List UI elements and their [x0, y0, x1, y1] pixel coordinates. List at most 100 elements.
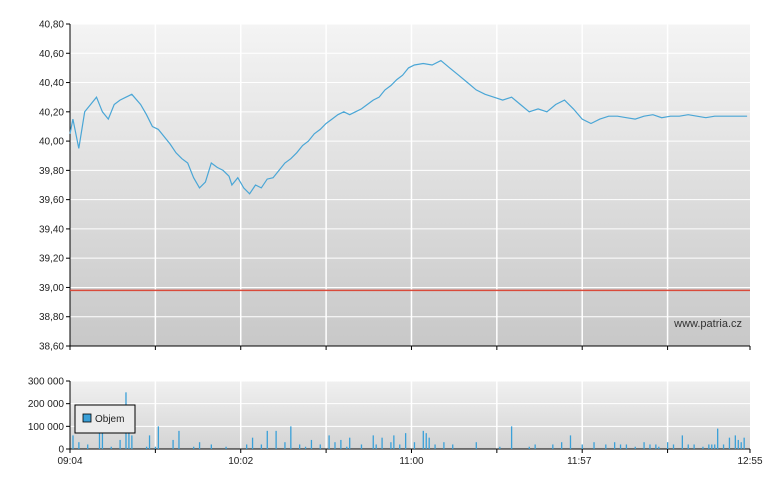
price-y-tick-label: 39,80	[39, 166, 64, 177]
volume-bar	[284, 442, 286, 449]
volume-bar	[734, 435, 736, 449]
volume-bar	[145, 446, 148, 449]
volume-bar	[119, 439, 121, 449]
volume-y-tick-label: 0	[58, 445, 64, 456]
volume-bar	[148, 435, 151, 449]
price-y-tick-label: 40,20	[39, 107, 64, 118]
x-tick-label: 11:57	[567, 456, 592, 467]
volume-bar	[198, 442, 201, 449]
volume-bar	[131, 435, 133, 449]
volume-bar	[360, 444, 363, 449]
volume-bar	[649, 444, 651, 449]
volume-bar	[619, 444, 622, 449]
volume-bar	[346, 446, 348, 449]
volume-bar	[413, 442, 416, 449]
volume-bar	[422, 430, 424, 449]
volume-bar	[87, 444, 89, 449]
volume-y-tick-label: 100 000	[28, 422, 65, 433]
volume-bar	[375, 444, 377, 449]
legend: Objem	[74, 404, 136, 434]
volume-bar	[290, 426, 292, 449]
price-panel	[70, 24, 750, 346]
volume-bar	[349, 437, 351, 449]
price-grid	[70, 23, 750, 347]
volume-bar	[172, 439, 174, 449]
volume-bar	[708, 444, 710, 449]
volume-bar	[655, 444, 657, 449]
volume-y-tick-label: 300 000	[28, 377, 65, 388]
volume-bar	[702, 446, 704, 449]
volume-bar	[225, 446, 227, 449]
volume-bar	[740, 442, 742, 449]
volume-bar	[499, 446, 501, 449]
volume-bar	[193, 446, 195, 449]
volume-bar	[390, 442, 392, 449]
volume-bar	[319, 444, 321, 449]
volume-bar	[722, 444, 725, 449]
price-y-tick-label: 40,60	[39, 49, 64, 60]
price-y-tick-label: 39,60	[39, 195, 64, 206]
volume-bar	[737, 439, 739, 449]
volume-bar	[425, 433, 427, 449]
volume-y-tick-label: 200 000	[28, 399, 65, 410]
volume-bar	[510, 426, 513, 449]
price-y-tick-label: 39,20	[39, 254, 64, 265]
volume-bar	[72, 435, 74, 449]
volume-bar	[672, 444, 675, 449]
volume-bar	[304, 446, 307, 449]
price-y-tick-label: 40,80	[39, 20, 64, 31]
volume-bar	[434, 444, 436, 449]
volume-bar	[110, 446, 112, 449]
volume-bar	[154, 446, 157, 449]
volume-bar	[260, 444, 263, 449]
watermark: www.patria.cz	[673, 318, 742, 330]
volume-bar	[714, 444, 716, 449]
volume-bar	[328, 435, 330, 449]
time-x-axis: 09:04 10:02 11:00 11:57 12:55	[57, 449, 763, 467]
volume-bar	[340, 439, 342, 449]
volume-y-axis: 0 100 000 200 000 300 000	[28, 377, 750, 456]
volume-bar	[643, 442, 645, 449]
volume-bar	[666, 442, 669, 449]
price-y-tick-label: 40,40	[39, 78, 64, 89]
volume-bar	[569, 435, 572, 449]
volume-bar	[687, 444, 689, 449]
price-y-tick-label: 38,60	[39, 342, 64, 353]
volume-bar	[452, 444, 454, 449]
volume-bar	[658, 446, 660, 449]
volume-bar	[128, 430, 130, 449]
volume-bar	[178, 430, 180, 449]
x-tick-label: 11:00	[399, 456, 424, 467]
volume-bar	[728, 437, 731, 449]
volume-bar	[593, 442, 595, 449]
volume-bar	[743, 437, 745, 449]
volume-bar	[534, 444, 536, 449]
volume-bar	[404, 433, 407, 449]
volume-bar	[613, 442, 616, 449]
volume-bar	[98, 433, 101, 449]
legend-label: Objem	[95, 414, 124, 425]
volume-bar	[717, 428, 719, 449]
volume-bar	[528, 446, 530, 449]
volume-bar	[443, 442, 445, 449]
volume-bar	[101, 430, 104, 449]
volume-bar	[266, 430, 268, 449]
volume-bar	[246, 444, 248, 449]
volume-bar	[681, 435, 683, 449]
volume-bar	[210, 444, 212, 449]
x-tick-label: 12:55	[737, 456, 762, 467]
volume-bar	[581, 444, 583, 449]
price-y-tick-label: 39,40	[39, 224, 64, 235]
volume-bar	[334, 442, 336, 449]
price-line	[69, 59, 748, 195]
volume-bar	[552, 444, 554, 449]
price-y-axis: 38,60 38,80 39,00 39,20 39,40 39,60 39,80 40,00…	[39, 20, 750, 353]
volume-bar	[381, 437, 383, 449]
volume-bar	[428, 437, 430, 449]
legend-swatch	[82, 413, 92, 423]
volume-bar	[475, 442, 477, 449]
volume-bar	[393, 435, 395, 449]
price-x-ticks	[69, 346, 751, 350]
